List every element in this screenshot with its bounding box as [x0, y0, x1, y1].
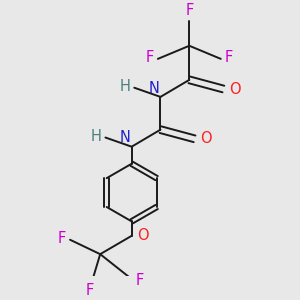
Text: H: H: [119, 79, 130, 94]
Text: O: O: [200, 131, 212, 146]
Text: N: N: [148, 81, 159, 96]
Text: O: O: [229, 82, 240, 97]
Text: O: O: [137, 228, 148, 243]
Text: F: F: [225, 50, 233, 65]
Text: F: F: [85, 283, 94, 298]
Text: F: F: [58, 231, 66, 246]
Text: F: F: [146, 50, 154, 65]
Text: F: F: [136, 273, 144, 288]
Text: H: H: [91, 129, 101, 144]
Text: N: N: [119, 130, 130, 146]
Text: F: F: [185, 3, 194, 18]
